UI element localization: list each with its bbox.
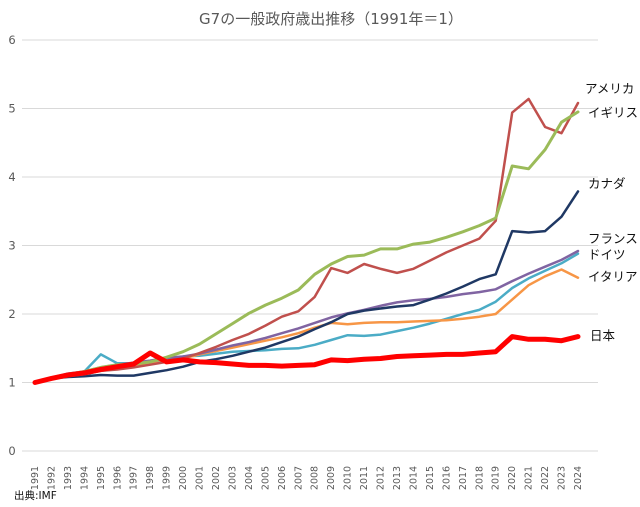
x-tick-label: 2007 (293, 466, 304, 490)
x-tick-label: 2009 (326, 466, 337, 490)
series-lines (32, 97, 581, 385)
x-tick-label: 1998 (145, 466, 156, 490)
y-tick-label: 2 (8, 307, 15, 321)
x-tick-label: 2023 (557, 466, 568, 490)
x-tick-label: 2005 (260, 466, 271, 490)
x-tick-label: 2015 (425, 466, 436, 490)
label-uk: イギリス (588, 105, 638, 120)
label-japan: 日本 (590, 328, 616, 343)
y-tick-label: 4 (8, 170, 15, 184)
label-usa: アメリカ (585, 81, 634, 96)
x-tick-label: 1999 (162, 466, 173, 490)
x-tick-label: 2003 (227, 466, 238, 490)
x-tick-label: 2016 (441, 466, 452, 490)
x-tick-label: 2008 (310, 466, 321, 490)
x-tick-label: 2001 (195, 466, 206, 490)
x-tick-label: 2011 (359, 466, 370, 490)
x-tick-label: 2006 (277, 466, 288, 490)
y-axis-ticks: 0 1 2 3 4 5 6 (8, 33, 15, 458)
label-canada: カナダ (588, 176, 626, 191)
x-tick-label: 1997 (129, 466, 140, 490)
source-note: 出典:IMF (14, 489, 57, 502)
x-tick-label: 2024 (573, 466, 584, 490)
label-italy: イタリア (588, 269, 638, 284)
x-tick-label: 2022 (540, 466, 551, 490)
series-line-日本 (32, 334, 581, 385)
x-tick-label: 2000 (178, 466, 189, 490)
x-tick-label: 2013 (392, 466, 403, 490)
y-tick-label: 5 (8, 102, 15, 116)
y-tick-label: 3 (8, 239, 15, 253)
x-tick-label: 2004 (244, 466, 255, 490)
y-tick-label: 6 (8, 33, 15, 47)
y-tick-label: 1 (8, 376, 15, 390)
label-france: フランス (588, 231, 638, 246)
x-tick-label: 1995 (96, 466, 107, 490)
y-tick-label: 0 (8, 444, 15, 458)
x-tick-label: 2017 (458, 466, 469, 490)
label-germany: ドイツ (588, 247, 626, 262)
x-tick-label: 1996 (112, 466, 123, 490)
x-tick-label: 1992 (46, 466, 57, 490)
series-line-カナダ (33, 190, 580, 384)
series-line-アメリカ (33, 97, 580, 384)
x-tick-label: 2020 (507, 466, 518, 490)
x-tick-label: 2010 (343, 466, 354, 490)
x-tick-label: 1993 (63, 466, 74, 490)
x-tick-label: 1991 (30, 466, 41, 490)
x-axis-ticks: 1991 1992 1993 1994 1995 1996 1997 1998 1999 2000… (30, 466, 584, 490)
x-tick-label: 1994 (79, 466, 90, 490)
x-tick-label: 2012 (376, 466, 387, 490)
x-tick-label: 2021 (524, 466, 535, 490)
series-labels: アメリカ イギリス カナダ フランス ドイツ イタリア 日本 (585, 81, 638, 343)
x-tick-label: 2018 (474, 466, 485, 490)
series-line-イギリス (33, 110, 580, 384)
x-tick-label: 2019 (491, 466, 502, 490)
gridlines (22, 39, 598, 452)
x-tick-label: 2014 (408, 466, 419, 490)
x-tick-label: 2002 (211, 466, 222, 490)
chart-title: G7の一般政府歳出推移（1991年＝1） (199, 10, 463, 28)
